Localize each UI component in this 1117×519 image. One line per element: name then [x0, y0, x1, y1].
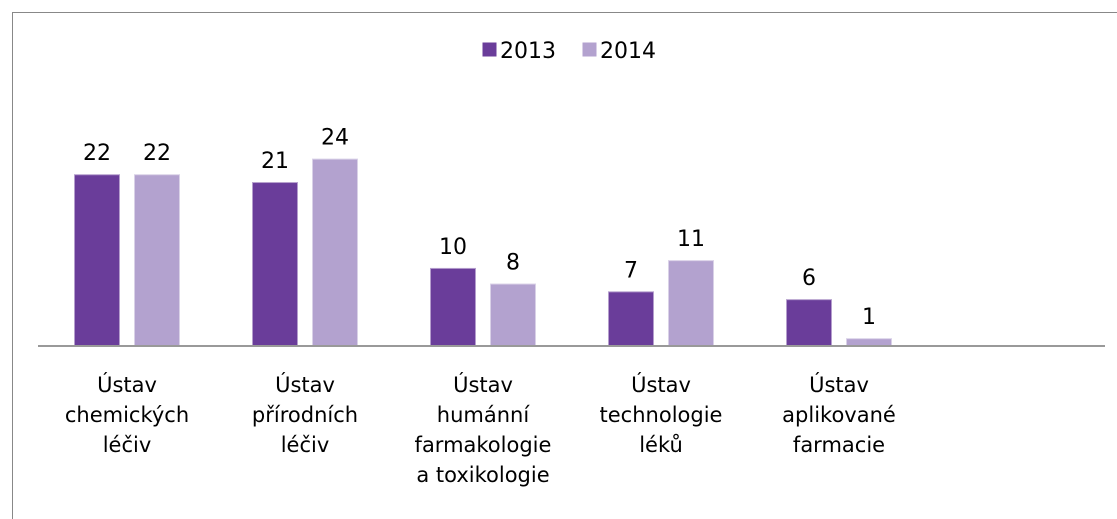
data-label: 21 — [261, 149, 289, 174]
bar — [251, 181, 299, 347]
data-label: 1 — [862, 305, 876, 330]
data-label: 8 — [506, 251, 520, 276]
x-tick-label: Ústav aplikované farmacie — [782, 373, 896, 457]
bar — [429, 266, 477, 347]
legend-swatch — [481, 41, 498, 58]
bar — [607, 290, 655, 348]
x-tick-label: Ústav humánní farmakologie a toxikologie — [414, 373, 552, 487]
data-label: 7 — [624, 258, 638, 283]
bar — [667, 259, 715, 347]
x-tick-label: Ústav technologie léků — [599, 373, 723, 457]
legend-label: 2014 — [600, 39, 656, 64]
legend-label: 2013 — [500, 39, 556, 64]
data-label: 22 — [143, 141, 171, 166]
legend-swatch — [581, 41, 598, 58]
bar — [785, 298, 833, 347]
data-label: 22 — [83, 141, 111, 166]
bar — [311, 157, 359, 347]
bar — [489, 282, 537, 347]
bar — [845, 337, 893, 348]
bar — [133, 173, 181, 347]
data-label: 24 — [321, 126, 349, 151]
data-label: 10 — [439, 235, 467, 260]
x-tick-label: Ústav přírodních léčiv — [251, 373, 359, 457]
x-tick-label: Ústav chemických léčiv — [64, 373, 190, 457]
data-label: 11 — [677, 227, 705, 252]
data-label: 6 — [802, 266, 816, 291]
bar — [73, 173, 121, 347]
chart-frame — [12, 12, 1117, 519]
